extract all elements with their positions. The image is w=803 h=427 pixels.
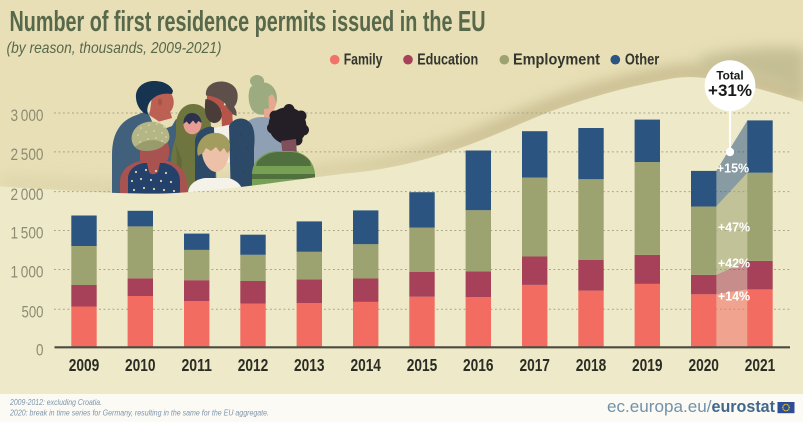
svg-text:+42%: +42% [718,257,750,271]
svg-text:Other: Other [625,51,659,68]
svg-text:(by reason, thousands, 2009-20: (by reason, thousands, 2009-2021) [7,40,222,57]
svg-text:2009-2012: excluding Croatia.: 2009-2012: excluding Croatia. [9,397,102,407]
svg-text:500: 500 [22,302,44,321]
svg-text:eurostat: eurostat [712,398,776,416]
svg-text:3 000: 3 000 [11,106,44,125]
svg-text:2 000: 2 000 [11,185,44,204]
svg-text:2015: 2015 [407,355,438,375]
svg-text:2009: 2009 [69,355,100,375]
svg-text:0: 0 [36,341,44,360]
svg-text:Employment: Employment [513,51,600,68]
svg-text:2019: 2019 [632,355,663,375]
svg-text:Education: Education [417,51,478,68]
svg-text:2014: 2014 [350,355,381,375]
svg-text:2011: 2011 [181,355,212,375]
svg-text:Number of first residence perm: Number of first residence permits issued… [10,6,486,38]
svg-text:1 500: 1 500 [11,224,44,243]
svg-text:2010: 2010 [125,355,156,375]
svg-text:2016: 2016 [463,355,494,375]
svg-text:+31%: +31% [708,81,752,100]
svg-text:2018: 2018 [576,355,607,375]
svg-text:+15%: +15% [717,162,749,176]
svg-text:2017: 2017 [519,355,550,375]
svg-text:2021: 2021 [745,355,776,375]
svg-text:2 500: 2 500 [11,145,44,164]
svg-text:2020: break in time series for: 2020: break in time series for Germany, … [9,408,269,418]
svg-text:1 000: 1 000 [11,263,44,282]
svg-text:+47%: +47% [718,221,750,235]
svg-text:Family: Family [344,51,383,68]
svg-text:Total: Total [716,69,743,83]
svg-text:2020: 2020 [688,355,719,375]
svg-text:+14%: +14% [718,290,750,304]
svg-text:2012: 2012 [238,355,269,375]
svg-text:2013: 2013 [294,355,325,375]
svg-text:ec.europa.eu/: ec.europa.eu/ [607,398,712,416]
